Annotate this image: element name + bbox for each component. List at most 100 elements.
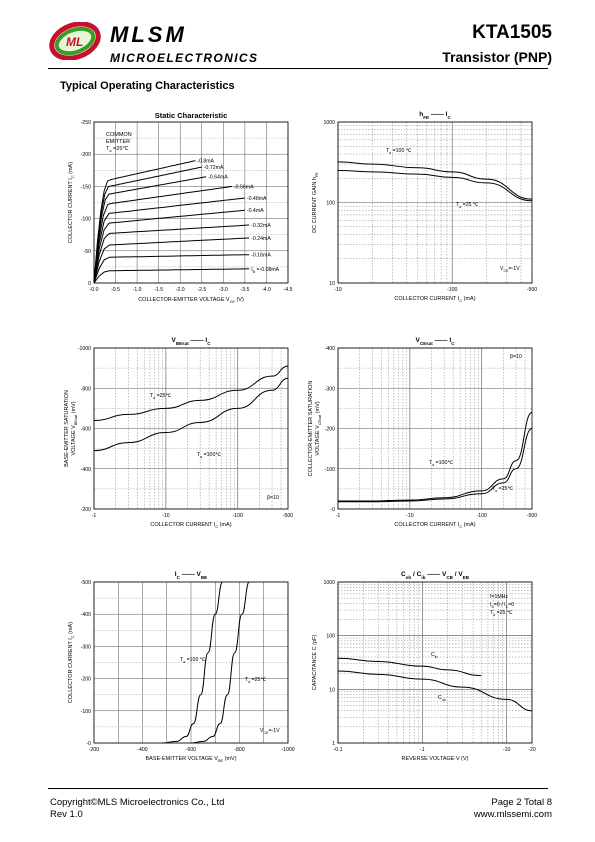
chart-title: VBEsat —— IC: [172, 337, 212, 346]
y-axis-label: CAPACITANCE C (pF): [312, 635, 318, 691]
x-tick-label: -500: [527, 287, 537, 293]
x-tick-label: -2.0: [176, 287, 185, 293]
annotation: Ta =25℃: [150, 393, 171, 400]
footer-page: Page 2 Total 8: [491, 797, 552, 808]
x-tick-label: -4.0: [262, 287, 271, 293]
series-curve: [337, 670, 533, 712]
x-tick-label: -200: [89, 747, 99, 753]
annotation: IE=0 / IC=0: [490, 602, 514, 609]
y-tick-label: -0: [86, 741, 91, 747]
x-axis-label: COLLECTOR CURRENT IC (mA): [394, 296, 475, 303]
curve-ib: [93, 268, 250, 284]
annotation: Ta =100℃: [197, 452, 221, 459]
y-tick-label: -600: [81, 427, 91, 433]
y-tick-label: 1000: [323, 120, 335, 126]
annotation: Ta =25 ℃: [490, 610, 513, 617]
y-tick-label: 0: [88, 281, 91, 287]
y-tick-label: -300: [81, 644, 91, 650]
series-label: -0.24mA: [251, 236, 271, 242]
y-tick-label: -200: [81, 507, 91, 513]
series-curve: [337, 161, 533, 200]
x-tick-label: -1: [92, 513, 97, 519]
y-axis-label-2: VOLTAGE VCEsat (mV): [315, 401, 322, 455]
chart-title: VCEsat —— IC: [416, 337, 456, 346]
x-tick-label: -0.1: [334, 747, 343, 753]
x-tick-label: -0.0: [90, 287, 99, 293]
series-label: -0.32mA: [251, 223, 271, 229]
footer-revision: Rev 1.0: [50, 809, 83, 820]
footer-divider: [48, 788, 548, 789]
series-curve: [337, 657, 482, 677]
x-tick-label: -500: [283, 513, 293, 519]
curve-ib: [93, 185, 233, 284]
x-tick-label: -1.5: [154, 287, 163, 293]
x-tick-label: -10: [503, 747, 511, 753]
annotation: β=10: [267, 495, 279, 501]
x-tick-label: -1: [420, 747, 425, 753]
curve-ib: [93, 197, 245, 284]
y-tick-label: -100: [81, 217, 91, 223]
y-tick-label: -300: [325, 386, 335, 392]
y-tick-label: -200: [81, 152, 91, 158]
y-tick-label: -250: [81, 120, 91, 126]
series-curve: [190, 581, 250, 744]
annotation: VCE=-1V: [260, 728, 280, 735]
series-label: IB =-0.08mA: [251, 267, 279, 274]
annotation: Cib: [431, 652, 438, 659]
y-axis-label: COLLECTOR CURRENT IC (mA): [68, 622, 75, 703]
curve-ib: [93, 237, 250, 284]
footer-copyright: Copyright©MLS Microelectronics Co., Ltd: [50, 797, 225, 808]
x-tick-label: -1.0: [133, 287, 142, 293]
y-tick-label: 1000: [323, 580, 335, 586]
logo-icon: ML: [49, 22, 101, 60]
y-tick-label: -150: [81, 184, 91, 190]
curve-ib: [93, 176, 207, 284]
footer-url: www.mlssemi.com: [473, 809, 552, 820]
header-divider: [48, 68, 548, 69]
annotation: Ta =25℃: [245, 677, 266, 684]
series-curve: [93, 377, 289, 452]
x-tick-label: -0.5: [111, 287, 120, 293]
x-axis-label: COLLECTOR CURRENT IC (mA): [150, 522, 231, 529]
series-curve: [337, 428, 533, 503]
chart-hfe-ic: hFE —— IC -10 -100 -500 1000 100 10 COLLECTOR C…: [312, 111, 537, 303]
annotation-emitter: EMITTER: [106, 139, 130, 145]
chart-ic-vbe: IC —— VBE -200 -400 -600 -800 -1000 -500 -400 -3…: [68, 571, 295, 763]
y-tick-label: -100: [325, 467, 335, 473]
x-tick-label: -500: [527, 513, 537, 519]
plot-frame: [93, 347, 289, 510]
y-axis-label: DC CURRENT GAIN hFE: [312, 172, 319, 233]
x-tick-label: -2.5: [197, 287, 206, 293]
y-axis-label: COLLECTOR-EMITTER SATURATION: [308, 381, 314, 477]
y-tick-label: -0: [330, 507, 335, 513]
series-curve: [161, 581, 224, 744]
x-tick-label: -3.5: [240, 287, 249, 293]
plot-frame: [93, 121, 289, 284]
x-tick-label: -4.5: [284, 287, 293, 293]
series-label: -0.56mA: [234, 184, 254, 190]
part-number: KTA1505: [472, 22, 552, 43]
y-tick-label: -200: [325, 427, 335, 433]
annotation: Cob: [438, 695, 446, 702]
curve-ib: [93, 160, 196, 284]
x-tick-label: -800: [234, 747, 244, 753]
chart-capacitance: Cob / Cib —— VCB / VEB -0.1 -1 -10 -20 1000 10…: [312, 571, 536, 762]
part-type: Transistor (PNP): [442, 49, 552, 65]
y-tick-label: 10: [329, 281, 335, 287]
series-label: -0.16mA: [251, 253, 271, 259]
x-tick-label: -10: [334, 287, 342, 293]
series-label: -0.4mA: [247, 208, 264, 214]
x-tick-label: -400: [137, 747, 147, 753]
annotation: Ta =25℃: [492, 486, 513, 493]
annotation: VCE=-1V: [500, 266, 520, 273]
logo-text: ML: [66, 35, 83, 49]
curve-ib: [93, 254, 250, 284]
series-curve: [338, 411, 533, 502]
y-axis-label: COLLECTOR CURRENT IC (mA): [68, 162, 75, 243]
curve-ib: [93, 166, 202, 284]
y-tick-label: 1: [332, 741, 335, 747]
x-axis-label: COLLECTOR-EMITTER VOLTAGE VCE (V): [138, 297, 244, 304]
chart-title: Static Characteristic: [155, 111, 228, 120]
brand-name: MLSM: [110, 22, 187, 47]
y-tick-label: -400: [81, 467, 91, 473]
